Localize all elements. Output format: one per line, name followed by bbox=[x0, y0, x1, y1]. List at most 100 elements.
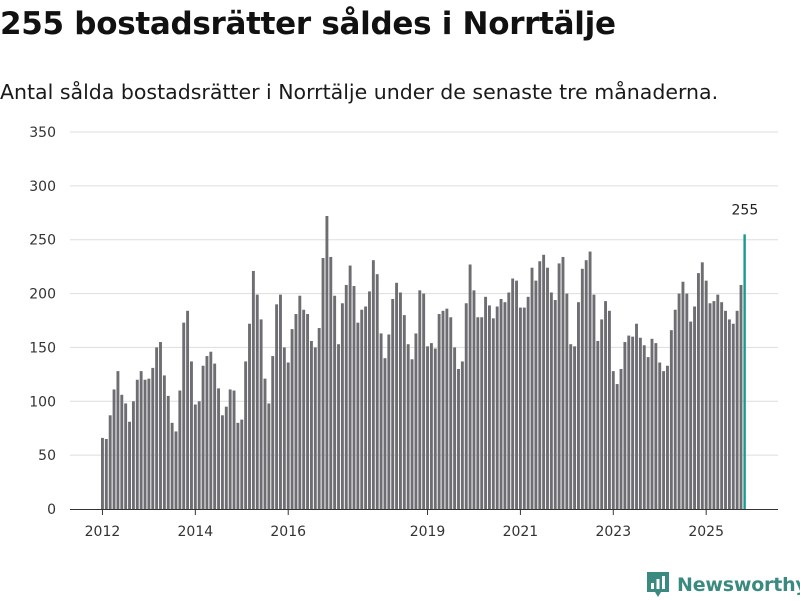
x-tick-label: 2019 bbox=[410, 524, 446, 540]
bar bbox=[170, 422, 174, 509]
bar bbox=[522, 307, 526, 509]
bar bbox=[716, 294, 720, 509]
bar bbox=[317, 328, 321, 509]
bar bbox=[472, 290, 476, 509]
bar bbox=[615, 384, 619, 509]
x-tick-label: 2012 bbox=[85, 524, 121, 540]
y-tick-label: 250 bbox=[29, 233, 56, 249]
bar bbox=[426, 346, 429, 509]
bar bbox=[677, 293, 681, 509]
bar bbox=[538, 261, 542, 509]
bar bbox=[604, 301, 607, 509]
bar bbox=[642, 345, 646, 509]
y-tick-label: 0 bbox=[47, 502, 56, 518]
bar bbox=[627, 335, 631, 509]
bar bbox=[515, 280, 518, 509]
bar bbox=[553, 300, 557, 509]
bar bbox=[116, 371, 120, 509]
chart-title: 255 bostadsrätter såldes i Norrtälje bbox=[0, 6, 616, 42]
bar bbox=[391, 298, 395, 509]
bar bbox=[414, 333, 418, 509]
bar bbox=[263, 378, 267, 509]
bar bbox=[217, 388, 220, 509]
bar bbox=[669, 330, 673, 509]
bar bbox=[526, 296, 530, 509]
bar bbox=[306, 314, 310, 509]
bar-highlight bbox=[743, 234, 746, 509]
bar bbox=[480, 317, 484, 509]
bar bbox=[650, 338, 654, 509]
bar bbox=[449, 317, 453, 509]
bar bbox=[162, 375, 166, 509]
bar bbox=[313, 347, 317, 509]
bar bbox=[727, 319, 731, 509]
bar bbox=[704, 280, 708, 509]
y-tick-label: 150 bbox=[29, 340, 56, 356]
bar bbox=[429, 343, 433, 509]
bar bbox=[696, 273, 700, 509]
bar bbox=[623, 342, 627, 509]
chart-subtitle: Antal sålda bostadsrätter i Norrtälje un… bbox=[0, 80, 719, 104]
bar bbox=[337, 344, 340, 509]
bar bbox=[213, 363, 217, 509]
bar bbox=[437, 314, 441, 509]
bar bbox=[205, 356, 209, 509]
bar bbox=[685, 293, 689, 509]
bar bbox=[271, 356, 275, 509]
bar bbox=[631, 336, 635, 509]
bar bbox=[155, 347, 159, 509]
bar bbox=[128, 421, 131, 509]
bar bbox=[352, 286, 356, 509]
brand-logo: Newsworthy bbox=[645, 569, 800, 601]
bar bbox=[654, 343, 658, 509]
bar bbox=[371, 260, 375, 509]
bar bbox=[124, 403, 128, 509]
bar bbox=[279, 294, 282, 509]
bar bbox=[244, 361, 248, 509]
bar bbox=[422, 293, 426, 509]
bar bbox=[441, 310, 445, 509]
bar bbox=[561, 256, 565, 509]
bar bbox=[135, 379, 139, 509]
bar bbox=[282, 347, 286, 509]
bar bbox=[720, 302, 724, 509]
brand-name: Newsworthy bbox=[677, 574, 800, 596]
bar bbox=[460, 361, 464, 509]
bar bbox=[209, 351, 213, 509]
bar bbox=[398, 292, 402, 509]
bar bbox=[220, 415, 224, 509]
bar bbox=[294, 314, 298, 509]
bar bbox=[584, 260, 588, 509]
bar bbox=[224, 406, 228, 509]
bar bbox=[251, 270, 255, 509]
bar bbox=[406, 344, 410, 509]
bar bbox=[302, 309, 306, 509]
bar bbox=[193, 404, 197, 509]
bar bbox=[159, 342, 162, 509]
y-tick-label: 100 bbox=[29, 394, 56, 410]
x-tick-label: 2025 bbox=[688, 524, 724, 540]
bar bbox=[410, 359, 414, 509]
bar bbox=[573, 346, 577, 509]
bar bbox=[646, 357, 650, 509]
bar bbox=[379, 333, 383, 509]
bar bbox=[712, 301, 716, 509]
bar bbox=[557, 263, 561, 509]
bar bbox=[329, 256, 333, 509]
bar bbox=[248, 323, 251, 509]
bar bbox=[476, 317, 480, 509]
bar bbox=[348, 265, 352, 509]
bar bbox=[321, 258, 325, 509]
bar bbox=[101, 437, 104, 509]
bar bbox=[681, 281, 685, 509]
bar bbox=[542, 254, 546, 509]
bar bbox=[368, 291, 371, 509]
bar bbox=[298, 295, 302, 509]
bar bbox=[120, 394, 124, 509]
y-tick-label: 200 bbox=[29, 287, 56, 303]
bar bbox=[174, 431, 178, 509]
bar bbox=[503, 302, 507, 509]
bar bbox=[507, 292, 511, 509]
x-tick-label: 2014 bbox=[178, 524, 214, 540]
